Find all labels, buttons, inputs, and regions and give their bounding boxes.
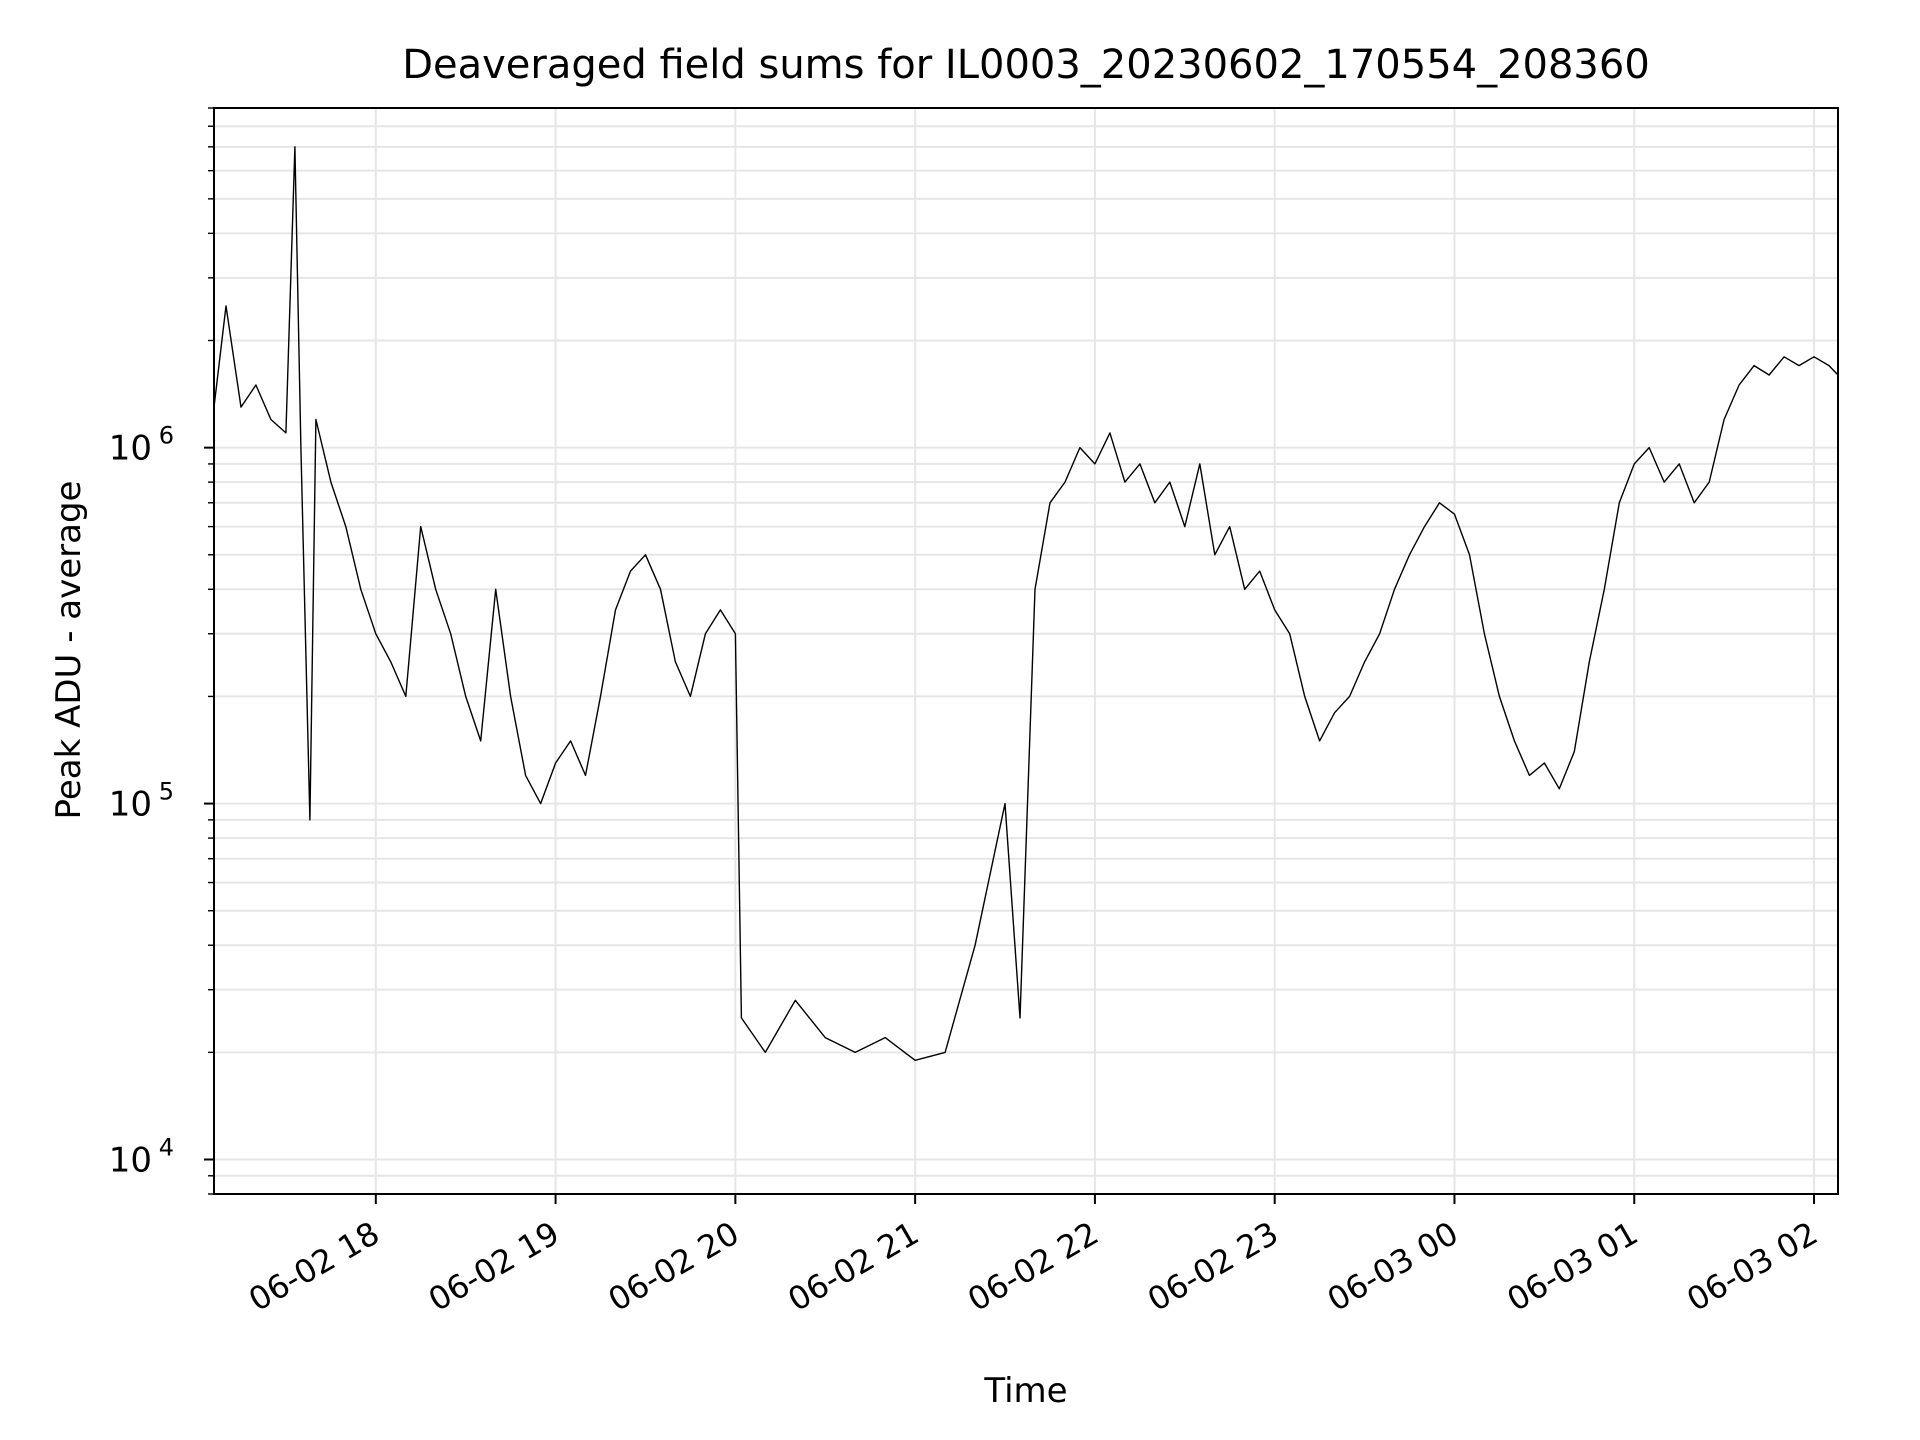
series-layer bbox=[213, 146, 1839, 1062]
series-line bbox=[213, 146, 1839, 1062]
x-tick-label: 06-03 00 bbox=[1321, 1214, 1465, 1319]
x-tick-label: 06-02 18 bbox=[242, 1214, 386, 1319]
chart-title: Deaveraged field sums for IL0003_2023060… bbox=[402, 42, 1650, 88]
x-tick-label: 06-03 01 bbox=[1501, 1214, 1645, 1319]
y-tick-label: 10 bbox=[109, 1141, 152, 1181]
x-tick-label: 06-02 21 bbox=[782, 1214, 926, 1319]
grid-lines bbox=[214, 107, 1838, 1195]
y-tick-label: 10 bbox=[109, 429, 152, 469]
y-tick-label: 10 bbox=[109, 785, 152, 825]
x-tick-label: 06-02 20 bbox=[602, 1214, 746, 1319]
x-tick-label: 06-02 22 bbox=[961, 1214, 1105, 1319]
y-tick-exponent: 4 bbox=[159, 1134, 174, 1162]
x-axis-label: Time bbox=[983, 1371, 1067, 1411]
y-tick-exponent: 6 bbox=[159, 422, 174, 450]
y-tick-exponent: 5 bbox=[159, 778, 174, 806]
x-tick-label: 06-03 02 bbox=[1680, 1214, 1824, 1319]
plot-frame bbox=[213, 107, 1839, 1195]
x-tick-label: 06-02 23 bbox=[1141, 1214, 1285, 1319]
x-tick-label: 06-02 19 bbox=[422, 1214, 566, 1319]
y-axis-label: Peak ADU - average bbox=[49, 481, 89, 820]
